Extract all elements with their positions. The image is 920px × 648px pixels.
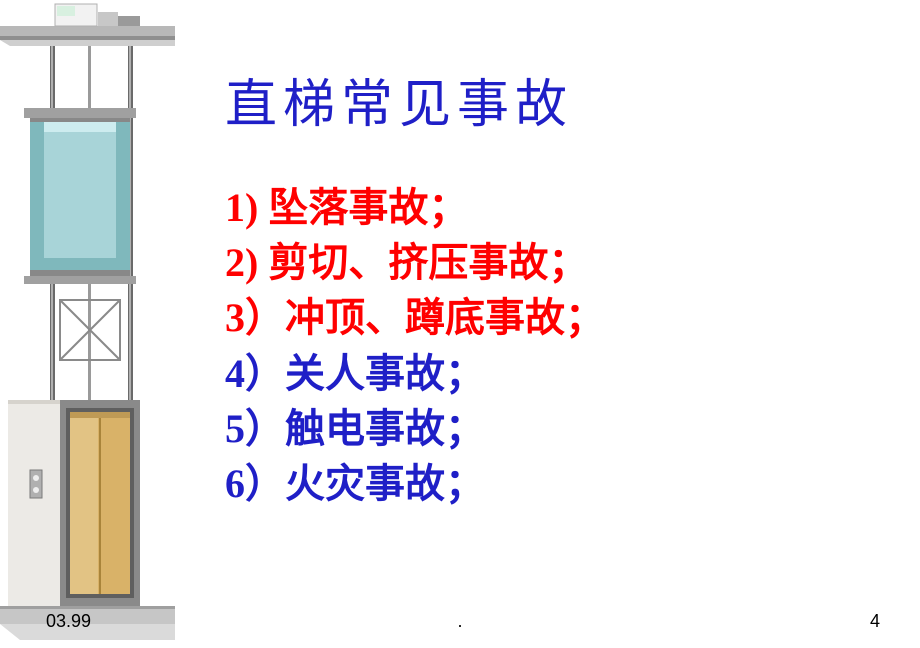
item-text: 冲顶、蹲底事故； <box>285 295 605 340</box>
item-text: 坠落事故； <box>268 185 468 230</box>
list-item-4: 4）关人事故； <box>225 346 605 401</box>
item-text: 触电事故； <box>285 406 485 451</box>
footer-date: 03.99 <box>46 611 91 632</box>
item-number: 2) <box>225 240 268 285</box>
item-text: 火灾事故； <box>285 461 485 506</box>
item-number: 5） <box>225 406 285 451</box>
list-item-3: 3）冲顶、蹲底事故； <box>225 290 605 345</box>
item-number: 1) <box>225 185 268 230</box>
elevator-illustration <box>0 0 180 640</box>
list-item-1: 1) 坠落事故； <box>225 180 605 235</box>
footer-center: . <box>457 611 462 632</box>
list-item-6: 6）火灾事故； <box>225 456 605 511</box>
list-item-2: 2) 剪切、挤压事故； <box>225 235 605 290</box>
list-item-5: 5）触电事故； <box>225 401 605 456</box>
accident-list: 1) 坠落事故； 2) 剪切、挤压事故； 3）冲顶、蹲底事故； 4）关人事故； … <box>225 180 605 511</box>
item-number: 3） <box>225 295 285 340</box>
page-number: 4 <box>870 611 880 632</box>
slide-title: 直梯常见事故 <box>225 62 573 137</box>
slide: 直梯常见事故 1) 坠落事故； 2) 剪切、挤压事故； 3）冲顶、蹲底事故； 4… <box>0 0 920 648</box>
item-number: 6） <box>225 461 285 506</box>
item-text: 关人事故； <box>285 351 485 396</box>
item-text: 剪切、挤压事故； <box>268 240 588 285</box>
item-number: 4） <box>225 351 285 396</box>
